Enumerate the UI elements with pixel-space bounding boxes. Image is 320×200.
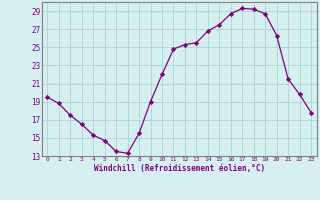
X-axis label: Windchill (Refroidissement éolien,°C): Windchill (Refroidissement éolien,°C)	[94, 164, 265, 173]
